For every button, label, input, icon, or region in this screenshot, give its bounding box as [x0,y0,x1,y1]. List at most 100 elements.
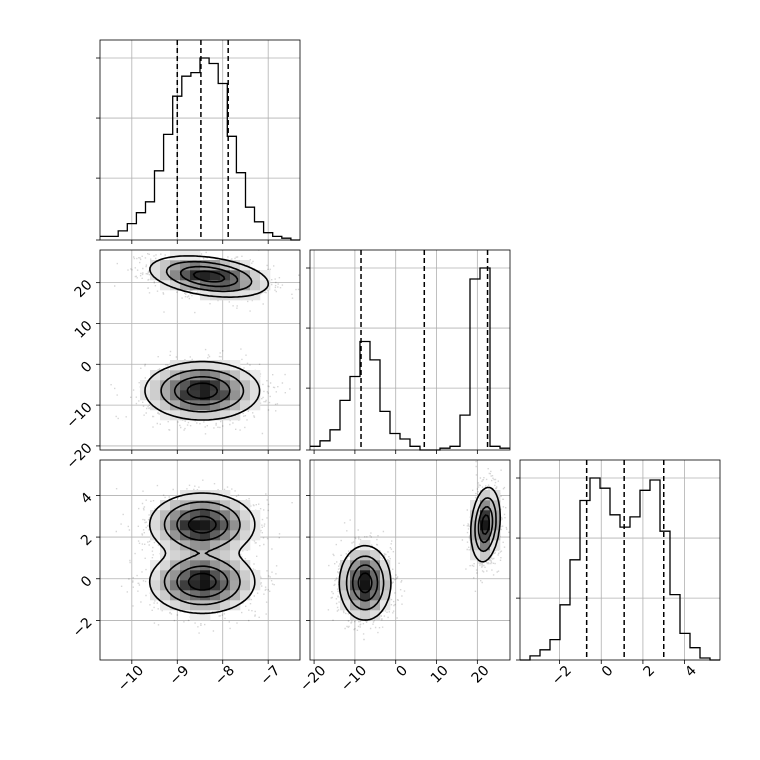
density-cell [350,560,361,571]
x-tick-label: 0 [599,663,617,681]
density-cell [220,600,231,611]
density-cell [250,280,261,291]
density-cell [160,280,171,291]
density-cell [180,380,191,391]
joint-panel-0-1 [96,249,301,454]
density-cell [190,530,201,541]
density-cell [180,590,191,601]
density-cell [190,380,201,391]
density-cell [360,580,371,591]
x-tick-label: −9 [167,663,193,689]
density-cell [220,550,231,561]
density-cell [200,260,211,271]
density-cell [240,570,251,581]
density-cell [260,280,271,291]
density-cell [230,540,241,551]
density-cell [360,600,371,611]
density-cell [380,580,391,591]
panel-frame [99,459,301,661]
contour-line [144,255,270,421]
density-cell [160,390,171,401]
density-cell [160,380,171,391]
density-cell [350,550,361,561]
density-cell [200,590,211,601]
density-cell [260,270,271,281]
x-tick-label: 4 [682,663,700,681]
density-cell [170,590,181,601]
density-cell [190,600,201,611]
density-cell [250,530,261,541]
density-cell [230,520,241,531]
density-cell [220,390,231,401]
density-cell [180,370,191,381]
x-tick-label: −7 [258,663,284,689]
density-cell [170,600,181,611]
density-cell [210,260,221,271]
density-cell [250,370,261,381]
density-cell [210,530,221,541]
histogram-step-line [100,57,300,241]
density-cell [180,260,191,271]
y-tick-label: 10 [72,318,96,342]
density-cell [220,270,231,281]
density-cell [350,590,361,601]
density-cell [370,550,381,561]
density-cell [170,500,181,511]
density-cell [150,400,161,411]
density-cell [220,360,231,371]
density-cell [250,270,261,281]
density-cell [180,570,191,581]
density-cell [180,550,191,561]
panel-frame [309,459,511,661]
density-cell [150,570,161,581]
density-cell [220,500,231,511]
density-cell [230,280,241,291]
y-tick-label: −10 [63,399,95,431]
density-cell [230,370,241,381]
density-cell [170,410,181,421]
density-cell [240,540,251,551]
density-cell [230,600,241,611]
histogram-panel-1 [306,249,511,454]
x-tick-label: −2 [549,663,575,689]
density-cell [220,510,231,521]
density-cell [160,260,171,271]
density-cell [240,290,251,301]
joint-panel-0-2 [96,459,301,664]
density-cell [220,410,231,421]
density-cell [190,270,201,281]
density-cell [220,370,231,381]
density-cell [170,550,181,561]
density-cell [480,520,491,531]
density-cell [240,270,251,281]
density-cell [190,260,201,271]
density-cell [190,560,201,571]
density-cell [160,560,171,571]
density-cell [240,530,251,541]
density-cell [480,490,491,501]
density-cell [240,280,251,291]
contour-line [160,260,253,413]
density-cell [200,410,211,421]
density-cell [220,380,231,391]
density-cell [200,580,211,591]
density-cell [150,270,161,281]
contour-line [186,270,226,400]
density-cell [250,400,261,411]
density-cell [170,270,181,281]
x-tick-label: 0 [393,663,411,681]
density-cell [200,610,211,621]
density-cell [190,250,201,261]
density-cell [470,540,481,551]
density-cell [220,400,231,411]
density-cell [210,360,221,371]
contour-line [173,265,239,406]
contour-line [176,508,229,598]
scatter-points [115,479,293,634]
density-cell [180,560,191,571]
density-cell [370,580,381,591]
density-cell [200,380,211,391]
joint-panel-1-2 [306,459,511,664]
contour-line [148,492,256,615]
